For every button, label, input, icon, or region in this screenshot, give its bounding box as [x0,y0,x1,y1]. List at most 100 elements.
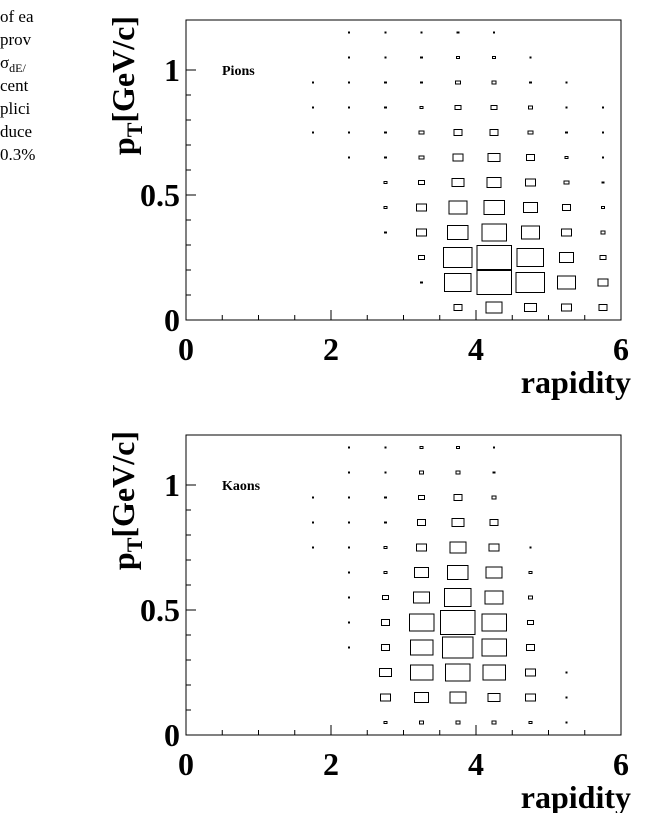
bin-box [601,181,605,184]
bin-box [489,129,499,136]
text: cent [0,76,29,95]
bin-box [527,595,533,600]
y-tick-label: 1 [164,52,180,88]
bin-box [348,596,351,599]
bin-box [383,496,387,499]
bin-box [445,663,471,682]
bin-box [417,519,427,526]
y-tick-label: 1 [164,467,180,503]
bin-box [565,81,568,84]
text-line: duce [0,122,32,141]
bin-box [492,471,496,474]
text-line: cent [0,76,29,95]
bin-box [451,177,465,188]
text-line: of ea [0,7,34,26]
bin-box [484,590,504,605]
bin-box [476,270,512,295]
bin-box [483,200,505,215]
bin-box [565,696,568,699]
bin-box [380,644,390,651]
bin-box [311,496,314,499]
bin-box [489,519,499,526]
bin-box [348,646,351,649]
y-tick-label: 0 [164,717,180,753]
bin-box [453,129,463,136]
bin-box [525,154,535,161]
y-label-unit: [GeV/c] [105,16,141,123]
bin-box [420,281,424,284]
bin-box [348,621,351,624]
bin-box [348,56,351,59]
bin-box [348,496,351,499]
bin-box [416,203,428,212]
bin-box [557,275,577,290]
bin-box [383,81,387,84]
bin-box [384,56,387,59]
bin-box [311,106,314,109]
bin-box [383,180,388,185]
bin-box [600,230,606,235]
bin-box [527,105,533,110]
bin-box [383,131,387,134]
y-label-main: p [105,137,141,155]
bin-box [383,205,388,210]
bin-box [449,541,467,554]
bin-box [420,56,424,59]
annotation: Pions [222,64,255,79]
bin-box [526,619,534,626]
body-text: of ea prov σdE/cent plici duce 0.3% [0,7,35,164]
bin-box [443,247,473,268]
bin-box [455,470,461,475]
bin-box [448,200,468,215]
bin-box [311,81,314,84]
bin-box [348,31,351,34]
bin-box [416,228,428,237]
bin-box [311,546,314,549]
bin-box [383,156,387,159]
bin-box [381,594,389,601]
text: of ea [0,7,34,26]
bin-box [491,80,497,85]
bin-box [454,80,461,85]
bin-box [416,543,428,552]
bin-box [348,81,351,84]
bin-box [383,545,388,550]
bin-box [384,471,387,474]
text: plici [0,99,30,118]
bin-box [527,130,534,135]
y-label-sub: T [122,122,147,137]
bin-box [565,671,568,674]
bin-box [488,543,500,552]
x-tick-label: 0 [178,746,194,782]
bin-box [561,303,573,312]
y-label-main: p [105,552,141,570]
bin-box [444,587,472,608]
x-tick-label: 0 [178,331,194,367]
x-tick-label: 6 [613,746,629,782]
text: 0.3% [0,145,35,164]
bin-box [418,179,426,186]
y-tick-label: 0.5 [140,592,180,628]
bin-box [601,106,604,109]
bin-box [444,272,472,293]
bin-box [600,205,605,210]
bin-box [562,204,572,211]
bin-box [561,228,573,237]
bin-box [559,252,575,263]
bin-box [383,720,388,725]
x-tick-label: 2 [323,746,339,782]
bin-box [418,155,425,160]
y-tick-label: 0.5 [140,177,180,213]
bin-box [419,470,425,475]
bin-box [492,55,497,60]
bin-box [383,521,387,524]
bin-box [529,546,532,549]
bin-box [482,664,506,681]
bin-box [564,155,569,160]
bin-box [447,225,469,240]
bin-box [348,131,351,134]
bin-box [420,81,424,84]
bin-box [487,692,501,703]
bin-box [565,721,568,724]
